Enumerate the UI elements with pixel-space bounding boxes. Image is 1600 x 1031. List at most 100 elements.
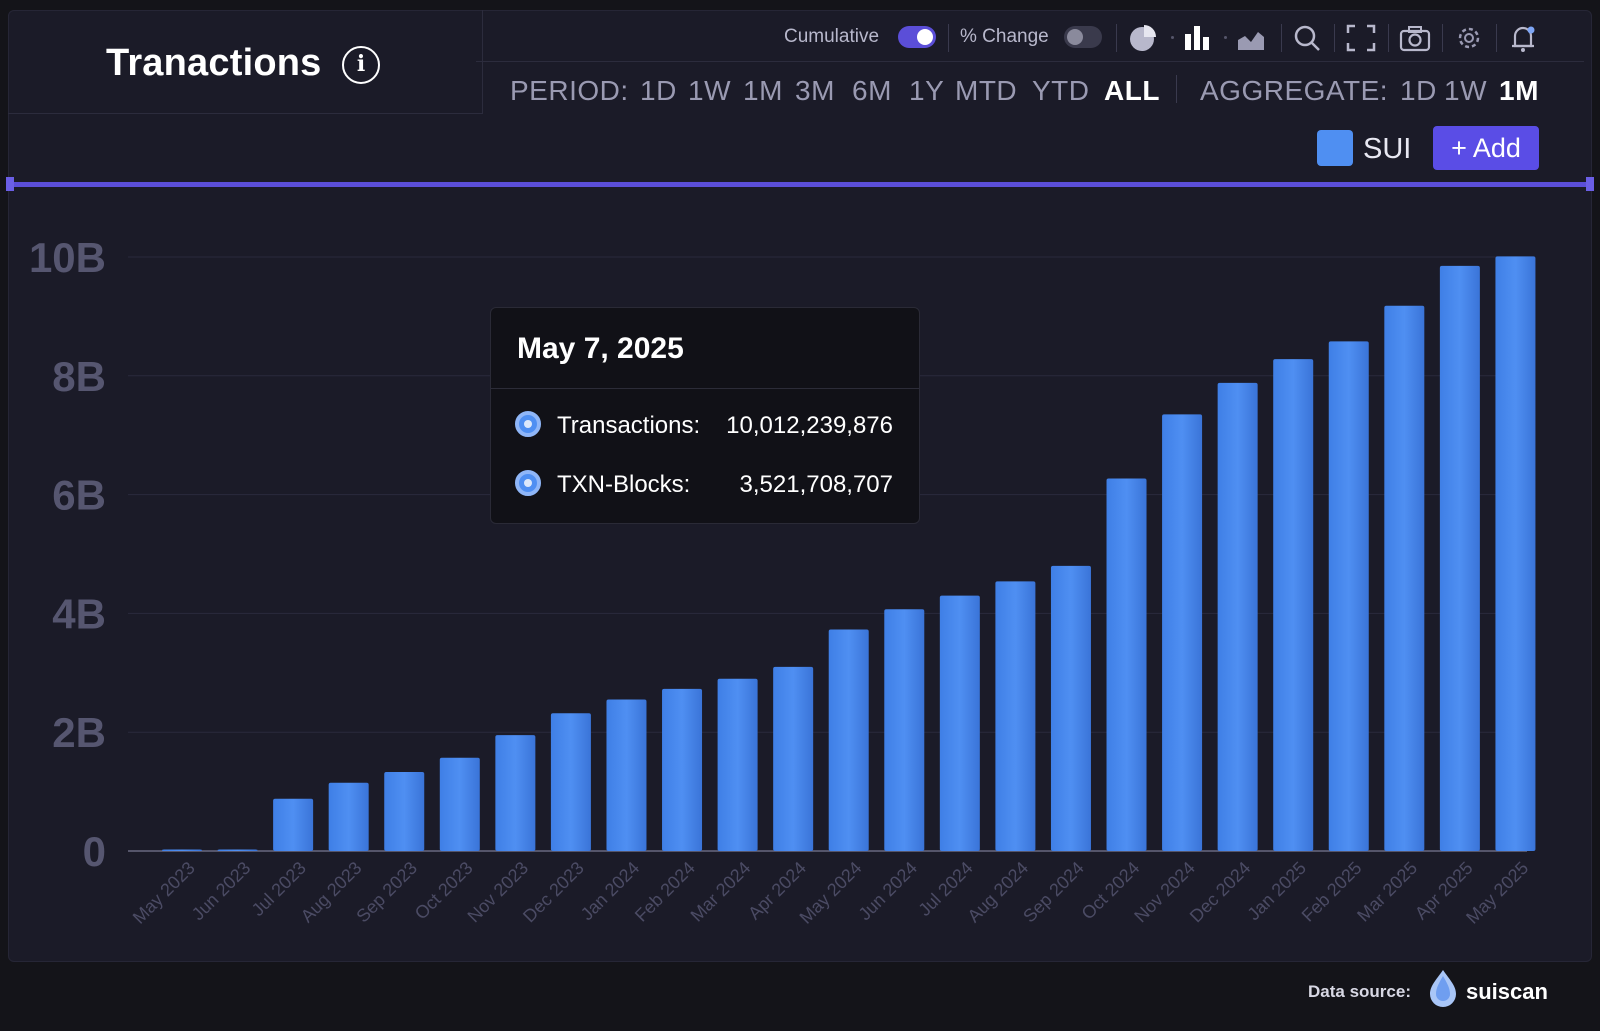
aggregate-option-1m[interactable]: 1M — [1499, 75, 1539, 106]
period-option-1w[interactable]: 1W — [688, 75, 731, 106]
bar — [1162, 414, 1203, 851]
bar — [717, 678, 758, 851]
bar — [1439, 265, 1480, 851]
bar — [439, 757, 480, 851]
toolbar-divider — [1388, 24, 1389, 52]
bar — [217, 849, 258, 851]
toolbar-divider — [1334, 24, 1335, 52]
toolbar-dot — [1224, 36, 1227, 39]
aggregate-option-1d[interactable]: 1D — [1400, 75, 1437, 106]
y-tick-label: 0 — [83, 828, 106, 875]
pie-chart-icon[interactable] — [1126, 22, 1160, 54]
y-tick-label: 6B — [52, 472, 106, 519]
x-tick-label: Jun 2023 — [188, 858, 255, 925]
period-option-1y[interactable]: 1Y — [909, 75, 945, 106]
bar — [828, 629, 869, 851]
tooltip-transactions-value: 10,012,239,876 — [726, 412, 893, 439]
toolbar-divider — [1116, 24, 1117, 52]
suiscan-logo[interactable] — [1426, 968, 1460, 1008]
toolbar-divider — [1442, 24, 1443, 52]
period-option-1m[interactable]: 1M — [743, 75, 783, 106]
toggle-knob — [1067, 29, 1083, 45]
camera-icon[interactable] — [1398, 22, 1432, 54]
bar — [384, 771, 425, 851]
toolbar-divider — [948, 24, 949, 52]
bar — [1050, 565, 1091, 851]
x-tick-label: Mar 2025 — [1353, 858, 1421, 926]
tooltip-txn-blocks-label: TXN-Blocks: — [557, 471, 691, 498]
cumulative-label: Cumulative — [784, 26, 880, 47]
period-label: PERIOD: — [510, 75, 629, 106]
y-tick-label: 10B — [29, 234, 106, 281]
tooltip-date: May 7, 2025 — [517, 332, 684, 365]
pct-change-label: % Change — [960, 26, 1049, 47]
bell-icon[interactable] — [1506, 22, 1540, 54]
bar — [884, 609, 925, 851]
chart-tooltip: May 7, 2025 Transactions: 10,012,239,876… — [490, 307, 920, 524]
bar — [606, 699, 647, 851]
x-tick-label: Jun 2024 — [855, 858, 922, 925]
period-option-ytd[interactable]: YTD — [1032, 75, 1090, 106]
period-row: PERIOD: 1D 1W 1M 3M 6M 1Y MTD YTD ALL AG… — [476, 63, 1584, 115]
period-option-mtd[interactable]: MTD — [955, 75, 1018, 106]
datasource-label: Data source: — [1308, 982, 1411, 1001]
cumulative-toggle[interactable] — [898, 26, 936, 48]
pct-change-toggle[interactable] — [1064, 26, 1102, 48]
bar — [273, 798, 314, 851]
fullscreen-icon[interactable] — [1344, 22, 1378, 54]
legend-swatch-sui[interactable] — [1317, 130, 1353, 166]
y-tick-label: 2B — [52, 709, 106, 756]
toolbar-divider — [1496, 24, 1497, 52]
legend-label-sui[interactable]: SUI — [1363, 133, 1412, 165]
bar — [1384, 305, 1425, 851]
range-handle-right[interactable] — [1586, 177, 1594, 191]
period-option-6m[interactable]: 6M — [852, 75, 892, 106]
tooltip-series-marker — [515, 470, 541, 496]
bar-chart-icon[interactable] — [1180, 22, 1214, 54]
toolbar: Cumulative % Change — [476, 10, 1584, 62]
toggle-knob — [917, 29, 933, 45]
period-divider — [1176, 75, 1177, 103]
x-tick-label: Mar 2024 — [687, 858, 755, 926]
x-tick-label: Sep 2024 — [1019, 858, 1088, 927]
bar — [939, 595, 980, 851]
bar — [662, 688, 703, 851]
search-icon[interactable] — [1290, 22, 1324, 54]
bar — [328, 782, 369, 851]
suiscan-name[interactable]: suiscan — [1466, 979, 1548, 1004]
bar — [773, 666, 814, 851]
x-tick-label: Dec 2023 — [519, 858, 588, 927]
period-option-all[interactable]: ALL — [1104, 75, 1160, 106]
bar — [495, 735, 536, 851]
bar — [1106, 478, 1147, 851]
range-slider-track[interactable] — [8, 182, 1592, 187]
bar — [1273, 359, 1314, 851]
toolbar-divider — [1281, 24, 1282, 52]
bar — [1217, 382, 1258, 851]
title-area: Tranactions i — [8, 10, 483, 114]
x-tick-label: Feb 2025 — [1298, 858, 1366, 926]
tooltip-transactions-label: Transactions: — [557, 412, 701, 439]
x-tick-label: Dec 2024 — [1186, 858, 1255, 927]
aggregate-option-1w[interactable]: 1W — [1444, 75, 1487, 106]
range-handle-left[interactable] — [6, 177, 14, 191]
area-chart-icon[interactable] — [1234, 22, 1268, 54]
period-option-1d[interactable]: 1D — [640, 75, 677, 106]
bar — [995, 581, 1036, 851]
period-option-3m[interactable]: 3M — [795, 75, 835, 106]
aggregate-label: AGGREGATE: — [1200, 75, 1389, 106]
bar — [550, 713, 591, 851]
y-tick-label: 4B — [52, 590, 106, 637]
tooltip-txn-blocks-value: 3,521,708,707 — [739, 471, 893, 498]
gear-icon[interactable] — [1452, 22, 1486, 54]
bar — [1495, 256, 1536, 851]
x-tick-label: May 2023 — [129, 858, 199, 928]
tooltip-series-marker — [515, 411, 541, 437]
x-tick-label: Feb 2024 — [631, 858, 699, 926]
y-tick-label: 8B — [52, 353, 106, 400]
page-title: Tranactions — [106, 42, 322, 84]
info-icon[interactable]: i — [342, 46, 380, 84]
add-series-button[interactable]: + Add — [1433, 126, 1539, 170]
bar — [162, 849, 202, 851]
